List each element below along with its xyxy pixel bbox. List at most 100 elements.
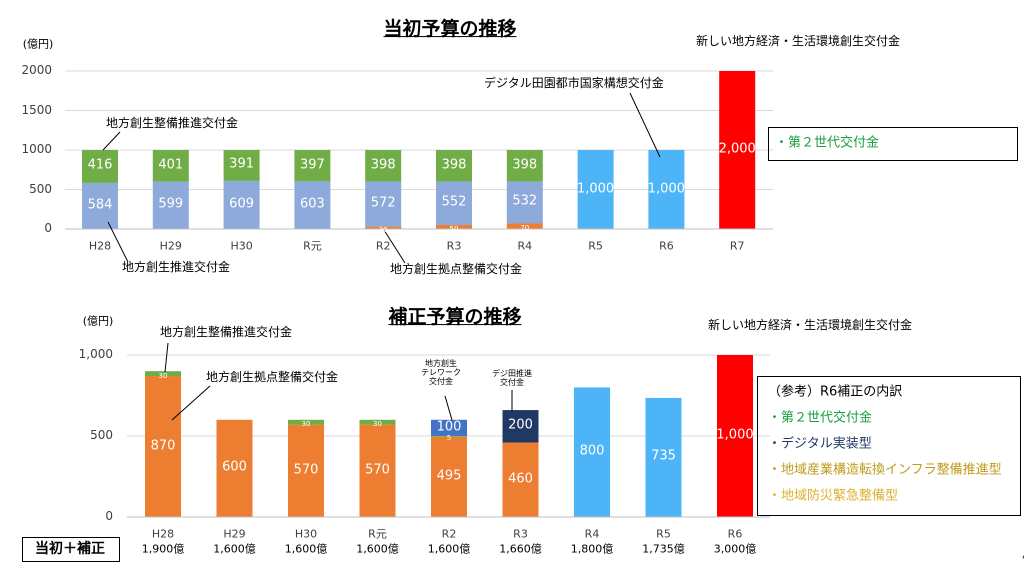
data-label: 50 [449,224,459,233]
y-tick-label: 0 [105,509,113,524]
bar-segment [431,436,467,437]
bar-segment [645,397,682,517]
bar-segment [506,150,543,182]
bar-segment [436,181,472,226]
data-label: 603 [299,196,325,212]
x-tick-label: R2 [375,239,391,253]
y-tick-label: 2000 [21,63,52,78]
y-tick-label: 1000 [21,142,52,157]
bar-segment [223,150,260,181]
data-label: 609 [229,196,255,212]
data-label: 391 [229,156,255,172]
data-label: 30 [301,420,311,429]
x-tick-label: H29 [223,527,246,541]
callout-label: 新しい地方経済・生活環境創生交付金 [708,318,913,333]
category-total: 1,800億 [570,542,614,556]
callout-line [164,342,169,373]
x-tick-label: R3 [513,527,528,541]
callout-line [171,385,211,421]
data-label: 532 [512,193,538,209]
bar-segment [365,226,402,229]
data-label: 599 [158,196,184,212]
callout-label: デジタル田園都市国家構想交付金 [484,76,664,91]
data-label: 30 [378,225,388,234]
bar-segment [288,424,324,517]
data-label: 495 [436,468,462,484]
bar-segment [431,436,467,517]
data-label: 398 [512,157,538,173]
callout-label: 新しい地方経済・生活環境創生交付金 [696,34,901,49]
chart-title: 補正予算の推移 [388,306,522,329]
bar-segment [152,150,189,182]
callout-label: 地方創生整備推進交付金 [106,116,239,131]
x-tick-label: H30 [294,527,318,541]
bar-segment [359,419,396,425]
y-tick-label: 1,000 [78,347,113,362]
bar-segment [577,150,614,229]
bar-segment [288,419,324,425]
data-label: 30 [373,420,382,429]
callout-line [107,221,129,263]
data-label: 70 [520,224,530,233]
bar-segment [502,442,539,517]
x-tick-label: H28 [88,239,112,253]
note-text: ・第２世代交付金 [768,410,873,426]
bar-segment [145,376,181,517]
data-label: 800 [579,443,605,459]
x-tick-label: R3 [446,239,462,253]
category-total: 3,000億 [713,542,757,556]
x-tick-label: R6 [727,527,743,541]
bar-segment [506,181,543,224]
x-tick-label: R元 [368,527,387,541]
note-box [757,376,1021,516]
bar-segment [223,180,260,229]
x-tick-label: H28 [151,527,175,541]
callout-line [383,229,406,264]
bar-segment [216,419,253,517]
data-label: 401 [158,157,184,173]
bar-segment [365,181,402,227]
bar-segment [574,387,610,517]
bar-segment [82,182,118,229]
data-label: 870 [150,438,176,454]
data-label: 1,000 [716,427,754,443]
data-label: 1,000 [647,181,685,197]
note-text: ・地域防災緊急整備型 [768,488,899,504]
x-tick-label: R5 [656,527,671,541]
bar-segment [502,410,539,443]
bar-segment [82,150,118,183]
category-total: 1,900億 [141,542,185,556]
note-text: ・地域産業構造転換インフラ整備推進型 [768,462,1002,478]
data-label: 600 [222,459,247,475]
data-label: 398 [370,157,396,173]
x-tick-label: R4 [584,527,600,541]
bar-segment [719,71,756,229]
footer-box [22,537,120,562]
bar-segment [436,225,472,229]
bar-segment [359,424,396,517]
bar-segment [431,419,467,436]
callout-label: 地方創生 テレワーク 交付金 [421,359,461,387]
data-label: 570 [293,462,319,478]
footer-label: 当初＋補正 [35,540,105,557]
note-text: （参考）R6補正の内訳 [768,384,903,400]
data-label: 552 [441,194,467,210]
bar-segment [145,371,181,377]
note-text: ・第２世代交付金 [775,135,880,151]
note-box [768,127,1018,161]
callout-label: 地方創生拠点整備交付金 [390,262,523,277]
x-tick-label: R2 [441,527,457,541]
y-unit: (億円) [22,37,54,51]
bar-segment [294,181,331,229]
x-tick-label: R5 [588,239,603,253]
data-label: 30 [158,371,168,380]
data-label: 1,000 [576,181,615,197]
data-label: 200 [508,417,533,433]
category-total: 1,600億 [213,542,256,556]
x-tick-label: H30 [230,239,253,253]
callout-line [102,131,121,151]
callout-label: 地方創生推進交付金 [122,260,231,275]
bar-segment [152,181,189,229]
data-label: 572 [370,195,396,211]
bar-segment [648,150,685,229]
